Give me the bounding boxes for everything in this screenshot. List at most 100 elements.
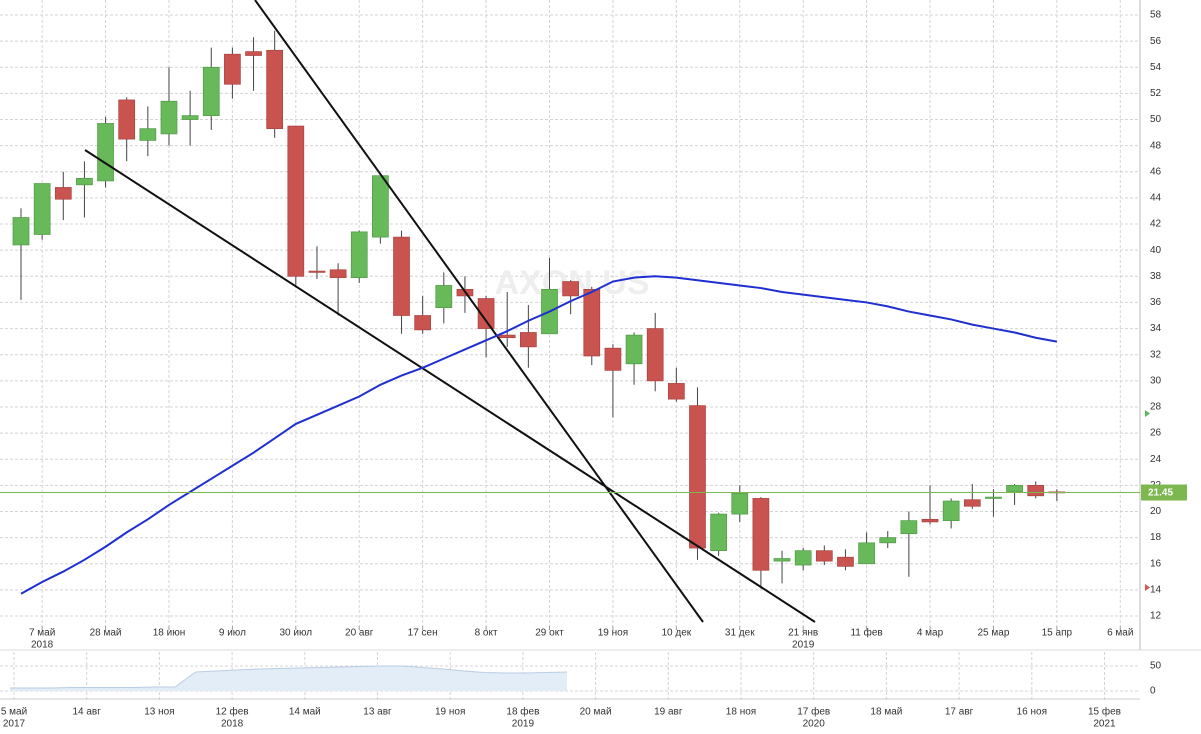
candle-body <box>118 99 136 140</box>
nav-x-year: 2017 <box>3 719 26 730</box>
x-tick-label: 11 фев <box>850 627 882 639</box>
x-tick-label: 10 дек <box>661 628 691 639</box>
nav-x-label: 19 ноя <box>435 707 465 718</box>
y-tick-label: 50 <box>1150 114 1162 125</box>
candle-body <box>815 550 833 562</box>
x-tick-label: 19 ноя <box>598 628 628 639</box>
x-tick-label: 9 июл <box>219 628 246 639</box>
y-tick-label: 52 <box>1150 88 1162 99</box>
candle-body <box>139 128 157 141</box>
candle-body <box>245 51 262 56</box>
candle-body <box>12 217 30 246</box>
ma-line <box>20 275 1058 595</box>
nav-x-label: 17 авг <box>945 707 974 718</box>
x-tick-label: 21 янв <box>788 628 818 639</box>
x-tick-label: 28 май <box>90 628 122 639</box>
y-tick-label: 54 <box>1150 62 1162 73</box>
candle-body <box>985 496 1002 499</box>
y-tick-label: 46 <box>1150 166 1162 177</box>
nav-x-label: 18 май <box>870 707 902 718</box>
x-tick-label: 6 май <box>1107 628 1133 639</box>
x-tick-label: 20 авг <box>345 628 374 639</box>
y-tick-label: 44 <box>1150 193 1162 204</box>
nav-x-year: 2020 <box>803 719 826 730</box>
x-tick-label: 29 окт <box>535 628 564 639</box>
x-tick-label: 15 апр <box>1042 628 1073 639</box>
nav-x-label: 18 фев <box>506 706 539 718</box>
nav-x-year: 2018 <box>221 719 244 730</box>
candle-body <box>329 269 347 278</box>
y-tick-label: 38 <box>1150 271 1162 282</box>
nav-x-year: 2019 <box>512 719 535 730</box>
candle-body <box>773 558 791 562</box>
nav-x-label: 15 фев <box>1088 706 1121 718</box>
nav-x-label: 5 май <box>1 707 27 718</box>
candle-body <box>879 537 897 544</box>
nav-x-year: 2021 <box>1093 719 1116 730</box>
trend-line <box>254 0 704 623</box>
candle-body <box>689 405 706 549</box>
up-marker <box>1145 410 1150 417</box>
x-tick-label: 7 май <box>29 628 55 639</box>
candle-body <box>731 492 749 515</box>
nav-y-tick-label: 0 <box>1150 686 1156 697</box>
x-year-label: 2019 <box>792 640 815 651</box>
candle-body <box>97 123 114 182</box>
y-tick-label: 14 <box>1150 585 1162 596</box>
candle-body <box>308 270 326 273</box>
x-tick-label: 25 мар <box>977 628 1009 639</box>
candle-body <box>963 499 981 507</box>
candle-body <box>287 125 305 277</box>
nav-x-label: 12 фев <box>216 706 249 718</box>
candle-body <box>33 183 51 235</box>
candle-body <box>477 298 495 329</box>
candle-body <box>752 498 770 571</box>
nav-x-label: 14 авг <box>72 707 101 718</box>
candle-body <box>372 175 389 238</box>
y-tick-label: 24 <box>1150 454 1162 465</box>
nav-area <box>10 666 567 691</box>
candle-body <box>520 332 537 348</box>
candle-body <box>435 285 453 309</box>
nav-x-label: 17 фев <box>797 706 830 718</box>
x-tick-label: 8 окт <box>475 628 498 639</box>
y-tick-label: 12 <box>1150 611 1162 622</box>
x-tick-label: 4 мар <box>917 628 944 639</box>
y-tick-label: 34 <box>1150 323 1162 334</box>
nav-x-label: 16 ноя <box>1017 707 1047 718</box>
y-tick-label: 42 <box>1150 219 1162 230</box>
candle-body <box>562 281 579 297</box>
candle-body <box>646 328 664 382</box>
y-tick-label: 30 <box>1150 375 1162 386</box>
nav-x-label: 13 авг <box>363 707 392 718</box>
nav-x-label: 18 ноя <box>726 707 756 718</box>
current-price-label: 21.45 <box>1148 488 1173 499</box>
candle-body <box>858 542 875 565</box>
nav-x-label: 20 май <box>580 707 612 718</box>
candle-body <box>181 115 199 120</box>
y-tick-label: 18 <box>1150 532 1162 543</box>
candle-body <box>921 518 939 523</box>
nav-line <box>10 665 568 689</box>
y-tick-label: 40 <box>1150 245 1162 256</box>
nav-x-label: 14 май <box>289 707 321 718</box>
nav-x-label: 13 ноя <box>144 707 174 718</box>
y-tick-label: 26 <box>1150 428 1162 439</box>
y-tick-label: 58 <box>1150 10 1162 21</box>
current-price-box <box>1141 484 1187 501</box>
y-tick-label: 56 <box>1150 36 1162 47</box>
x-tick-label: 18 июн <box>153 628 186 639</box>
candle-body <box>837 556 854 567</box>
candle-body <box>710 513 727 552</box>
candle-body <box>942 500 960 521</box>
x-tick-label: 30 июл <box>280 628 313 639</box>
candle-body <box>583 289 601 357</box>
trend-line <box>84 149 816 623</box>
nav-y-tick-label: 50 <box>1150 661 1162 672</box>
nav-x-label: 19 авг <box>654 707 683 718</box>
y-tick-label: 16 <box>1150 558 1162 569</box>
candle-body <box>202 66 220 116</box>
y-tick-label: 48 <box>1150 140 1162 151</box>
candle-body <box>393 236 410 316</box>
